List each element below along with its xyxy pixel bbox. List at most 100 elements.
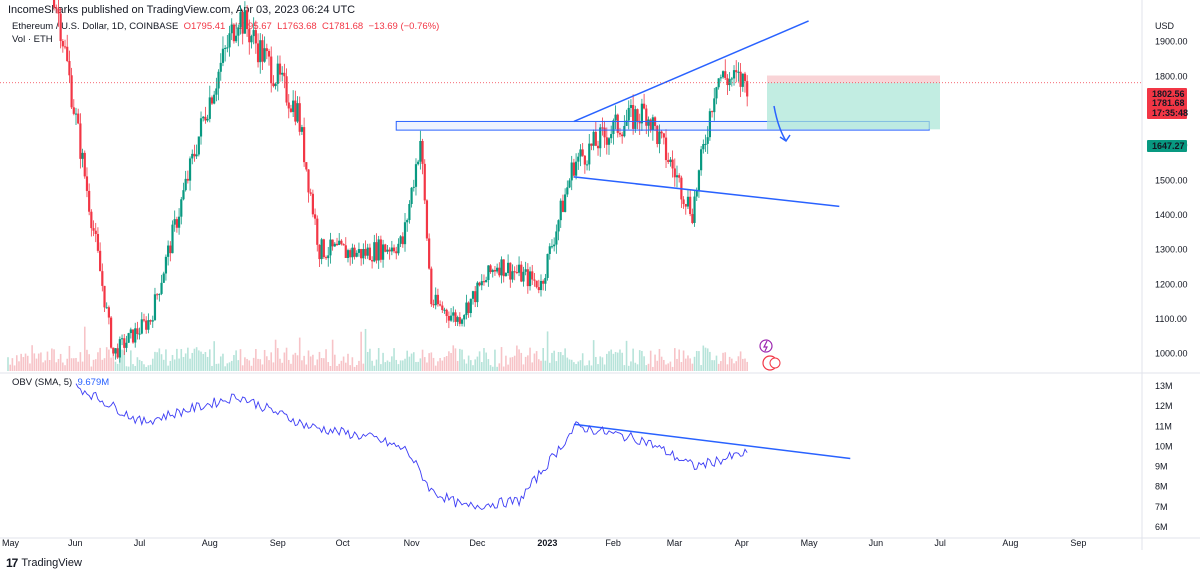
volume-bar (325, 349, 327, 371)
obv-tick-label: 11M (1155, 421, 1172, 431)
time-tick-label: Jul (934, 538, 946, 548)
volume-bar (724, 352, 727, 371)
volume-bar (336, 365, 338, 371)
volume-bar (369, 348, 371, 371)
trendline (573, 176, 840, 208)
countdown-badge-bg (1147, 107, 1187, 119)
volume-bar (388, 361, 391, 371)
volume-bar (360, 331, 362, 371)
candle-body (83, 152, 86, 177)
volume-bar (171, 354, 174, 371)
candle-body (667, 160, 670, 163)
volume-bar (634, 362, 637, 371)
volume-bar (298, 337, 301, 371)
volume-bar (373, 365, 376, 371)
candle-body (513, 271, 516, 273)
candle-body (406, 220, 409, 223)
candle-body (373, 242, 376, 262)
candle-body (210, 97, 214, 104)
candle-body (309, 192, 312, 194)
candle-body (195, 154, 198, 157)
tradingview-logo-icon: 17 (6, 556, 18, 570)
volume-bar (266, 356, 268, 371)
volume-bar (147, 365, 150, 371)
candle-body (355, 252, 358, 257)
volume-bar (595, 356, 597, 371)
candle-body (123, 338, 126, 348)
candle-body (478, 282, 481, 286)
volume-bar (320, 358, 323, 371)
candle-body (423, 163, 426, 201)
obv-tick-label: 12M (1155, 401, 1173, 411)
volume-bar (399, 360, 402, 371)
volume-bar (380, 364, 382, 371)
volume-bar (294, 352, 297, 371)
candle-body (140, 319, 143, 334)
volume-bar (90, 366, 93, 371)
candle-body (375, 242, 378, 261)
candle-body (458, 317, 461, 324)
volume-bar (193, 348, 196, 371)
candle-body (322, 239, 325, 258)
volume-bar (632, 348, 634, 371)
candle-body (384, 244, 387, 252)
volume-bar (270, 352, 273, 371)
volume-bar (83, 326, 86, 371)
candle-body (649, 119, 652, 131)
volume-bar (630, 361, 632, 371)
volume-bar (312, 354, 314, 371)
volume-bar (544, 360, 547, 371)
volume-bar (145, 366, 147, 371)
candle-body (428, 238, 431, 269)
volume-bar (178, 358, 180, 371)
obv-value: 9.679M (77, 377, 110, 388)
volume-bar (430, 352, 433, 371)
volume-bar (283, 352, 286, 371)
candle-body (439, 304, 442, 306)
candle-body (542, 280, 545, 284)
time-tick-label: Sep (270, 538, 286, 548)
volume-bar (187, 347, 189, 371)
volume-bar (182, 357, 185, 371)
time-tick-label: Jun (68, 538, 83, 548)
volume-bar (259, 359, 262, 371)
candle-body (610, 134, 613, 139)
volume-bar (711, 360, 713, 371)
candle-body (531, 271, 534, 280)
volume-bar (24, 353, 27, 371)
candle-body (399, 236, 402, 244)
volume-bar (627, 365, 630, 371)
volume-bar (274, 339, 277, 371)
volume-bar (101, 359, 104, 371)
candle-body (167, 245, 170, 257)
candle-body (101, 271, 104, 286)
volume-bar (704, 347, 707, 371)
candle-body (403, 222, 407, 245)
symbol-legend: Ethereum / U.S. Dollar, 1D, COINBASE O17… (12, 21, 439, 32)
candle-body (186, 178, 189, 181)
candle-body (664, 137, 668, 161)
volume-bar (456, 360, 459, 371)
candle-body (79, 123, 82, 159)
candle-body (737, 71, 740, 73)
candle-body (96, 233, 100, 251)
volume-bar (138, 359, 141, 371)
candle-body (270, 56, 273, 84)
candle-body (136, 328, 139, 335)
candle-body (342, 243, 345, 246)
tradingview-brand[interactable]: 17 TradingView (6, 556, 82, 570)
volume-bar (53, 349, 55, 371)
candle-body (485, 279, 488, 283)
candle-body (642, 103, 646, 109)
volume-bar (498, 363, 501, 371)
volume-bar (252, 357, 255, 371)
candle-body (443, 309, 446, 311)
candle-body (456, 317, 459, 322)
candle-body (693, 196, 696, 223)
candle-body (138, 333, 141, 335)
volume-bar (562, 355, 564, 371)
volume-bar (647, 363, 650, 371)
volume-bar (261, 364, 264, 371)
volume-bar (77, 361, 79, 371)
